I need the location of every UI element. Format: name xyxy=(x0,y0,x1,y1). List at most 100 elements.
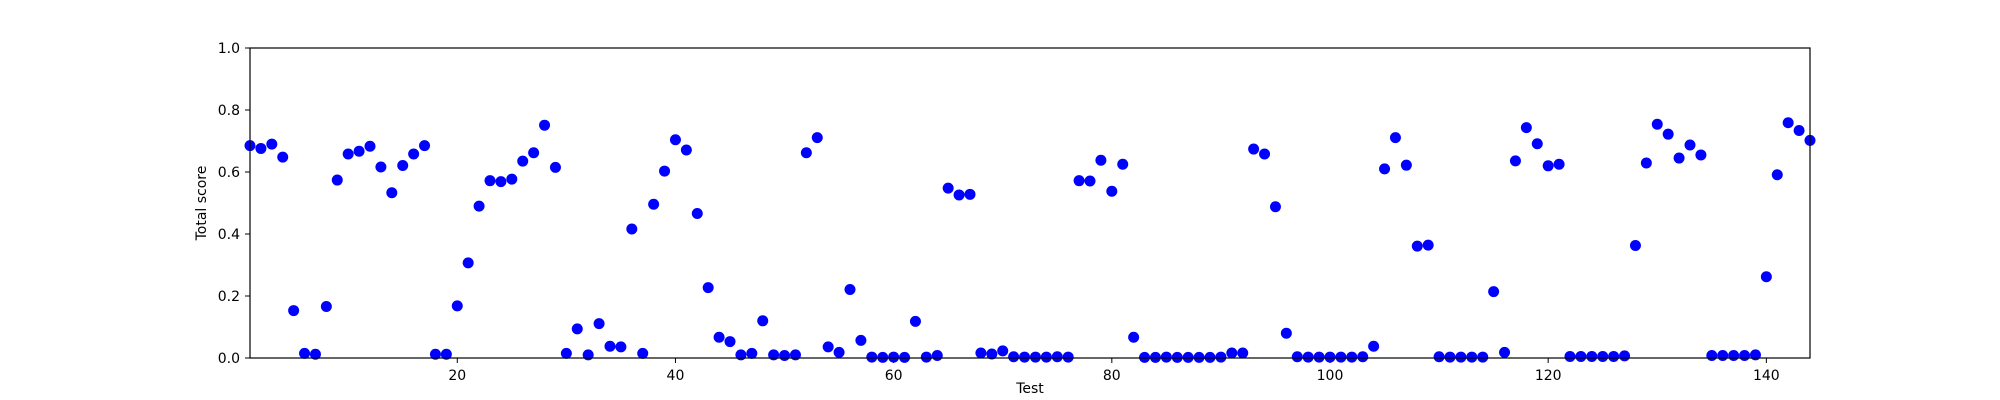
data-point xyxy=(1149,351,1161,363)
data-point xyxy=(1193,351,1205,363)
data-point xyxy=(320,301,332,313)
data-point xyxy=(419,140,431,152)
data-point xyxy=(669,134,681,146)
data-point xyxy=(1673,152,1685,164)
data-point xyxy=(822,341,834,353)
data-point xyxy=(1128,331,1140,343)
data-point xyxy=(1597,350,1609,362)
data-point xyxy=(1226,347,1238,359)
data-point xyxy=(1237,347,1249,359)
data-point xyxy=(1553,158,1565,170)
data-point xyxy=(702,282,714,294)
data-point xyxy=(1608,350,1620,362)
data-point xyxy=(1160,351,1172,363)
data-point xyxy=(1695,149,1707,161)
data-point xyxy=(1084,175,1096,187)
data-point xyxy=(931,350,943,362)
data-point xyxy=(1542,160,1554,172)
data-point xyxy=(495,176,507,188)
data-point xyxy=(1008,351,1020,363)
data-point xyxy=(888,351,900,363)
data-point xyxy=(942,182,954,194)
data-point xyxy=(1619,350,1631,362)
plot-frame xyxy=(249,47,1811,359)
y-axis-ticks: 0.0 0.2 0.4 0.6 0.8 1.0 xyxy=(218,41,250,367)
data-point xyxy=(1629,239,1641,251)
y-tick-label: 0.6 xyxy=(218,165,240,181)
data-point xyxy=(909,315,921,327)
data-point xyxy=(342,148,354,160)
data-point xyxy=(1335,351,1347,363)
data-point xyxy=(1269,201,1281,213)
x-tick-label: 80 xyxy=(1103,368,1121,384)
data-point xyxy=(429,348,441,360)
data-point xyxy=(1019,351,1031,363)
data-point xyxy=(1280,327,1292,339)
data-point xyxy=(899,351,911,363)
data-point xyxy=(1346,351,1358,363)
y-tick-label: 0.0 xyxy=(218,351,240,367)
data-point xyxy=(473,200,485,212)
data-points xyxy=(244,117,1816,363)
data-point xyxy=(855,334,867,346)
data-point xyxy=(779,350,791,362)
data-point xyxy=(288,305,300,317)
data-point xyxy=(768,349,780,361)
data-point xyxy=(1531,138,1543,150)
data-point xyxy=(266,138,278,150)
data-point xyxy=(1466,351,1478,363)
data-point xyxy=(713,331,725,343)
data-point xyxy=(1215,351,1227,363)
data-point xyxy=(539,119,551,131)
data-point xyxy=(1782,117,1794,129)
data-point xyxy=(997,345,1009,357)
x-tick-label: 140 xyxy=(1753,368,1780,384)
x-tick-label: 100 xyxy=(1317,368,1344,384)
data-point xyxy=(1499,346,1511,358)
y-tick-label: 0.2 xyxy=(218,289,240,305)
data-point xyxy=(528,147,540,159)
data-point xyxy=(789,349,801,361)
data-point xyxy=(1509,155,1521,167)
data-point xyxy=(953,189,965,201)
data-point xyxy=(1204,351,1216,363)
data-point xyxy=(920,351,932,363)
data-point xyxy=(615,341,627,353)
x-axis-ticks: 20 40 60 80 100 120 140 xyxy=(448,358,1780,384)
data-point xyxy=(451,300,463,312)
data-point xyxy=(309,348,321,360)
data-point xyxy=(648,198,660,210)
data-point xyxy=(517,155,529,167)
data-point xyxy=(1324,351,1336,363)
data-point xyxy=(462,257,474,269)
data-point xyxy=(1728,350,1740,362)
data-point xyxy=(1760,271,1772,283)
data-point xyxy=(277,151,289,163)
data-point xyxy=(1368,340,1380,352)
data-point xyxy=(800,147,812,159)
data-point xyxy=(364,140,376,152)
data-point xyxy=(1117,158,1129,170)
data-point xyxy=(571,323,583,335)
data-point xyxy=(255,142,267,154)
y-tick-label: 1.0 xyxy=(218,41,240,57)
data-point xyxy=(724,336,736,348)
data-point xyxy=(1259,148,1271,160)
data-point xyxy=(1433,351,1445,363)
data-point xyxy=(1062,351,1074,363)
data-point xyxy=(811,132,823,144)
data-point xyxy=(1564,350,1576,362)
data-point xyxy=(560,347,572,359)
data-point xyxy=(1302,351,1314,363)
data-point xyxy=(626,223,638,235)
data-point xyxy=(964,188,976,200)
data-point xyxy=(1455,351,1467,363)
data-point xyxy=(691,208,703,220)
data-point xyxy=(746,347,758,359)
data-point xyxy=(408,148,420,160)
data-point xyxy=(440,348,452,360)
data-point xyxy=(833,346,845,358)
x-tick-label: 40 xyxy=(667,368,685,384)
y-tick-label: 0.4 xyxy=(218,227,240,243)
